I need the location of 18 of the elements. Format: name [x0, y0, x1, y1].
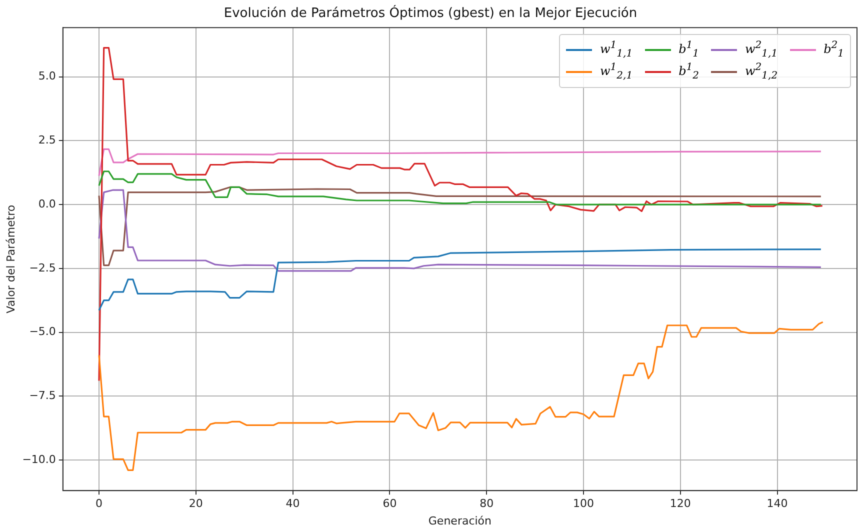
y-tick-label: −10.0: [22, 452, 56, 466]
x-tick-label: 40: [286, 497, 300, 510]
y-tick-label: 0.0: [38, 197, 56, 210]
x-tick-label: 60: [382, 497, 397, 510]
x-tick-label: 120: [670, 497, 691, 510]
x-tick-label: 0: [96, 497, 103, 510]
y-tick-label: 5.0: [38, 70, 56, 83]
x-tick-label: 80: [480, 497, 494, 510]
x-axis-title: Generación: [428, 514, 492, 528]
y-axis-title: Valor del Parámetro: [4, 204, 18, 314]
y-tick-label: −2.5: [29, 261, 56, 274]
x-tick-label: 140: [766, 497, 788, 510]
y-tick-label: 2.5: [38, 134, 56, 147]
y-tick-label: −5.0: [29, 325, 56, 338]
x-tick-label: 20: [188, 497, 203, 510]
chart-title: Evolución de Parámetros Óptimos (gbest) en la Mejor Ejecución: [224, 4, 638, 22]
x-tick-label: 100: [573, 497, 594, 510]
y-tick-label: −7.5: [29, 388, 56, 402]
